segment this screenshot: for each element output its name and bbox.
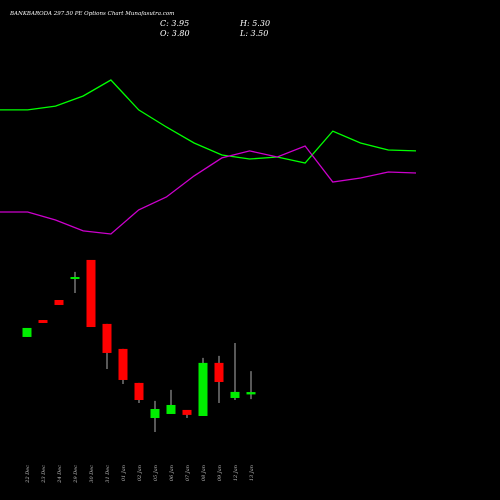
x-tick-label: 06 Jan xyxy=(169,465,175,481)
candle-body xyxy=(166,404,176,414)
candle-body xyxy=(70,277,80,280)
x-tick-label: 02 Jan xyxy=(137,465,143,481)
candle-body xyxy=(38,320,48,323)
high-label: H: 5.30 xyxy=(239,19,270,28)
candle-body xyxy=(230,391,240,398)
x-tick-label: 23 Dec xyxy=(41,465,47,484)
candle-body xyxy=(150,409,160,419)
open-label: O: 3.80 xyxy=(160,29,190,38)
candle-body xyxy=(54,300,64,305)
x-tick-label: 24 Dec xyxy=(57,465,63,484)
candle-body xyxy=(246,392,256,395)
candle-body xyxy=(86,259,96,328)
indicator-line xyxy=(0,79,417,164)
x-tick-label: 01 Jan xyxy=(121,465,127,481)
x-tick-label: 22 Dec xyxy=(25,465,31,484)
candle-body xyxy=(134,382,144,400)
low-label: L: 3.50 xyxy=(239,29,268,38)
candle-body xyxy=(182,409,192,415)
candle-body xyxy=(102,323,112,353)
x-tick-label: 05 Jan xyxy=(153,465,159,481)
indicator-line xyxy=(0,145,417,235)
x-tick-label: 31 Dec xyxy=(105,465,111,483)
x-tick-label: 09 Jan xyxy=(217,465,223,481)
candle-body xyxy=(118,348,128,380)
x-tick-label: 07 Jan xyxy=(185,465,191,481)
candle-body xyxy=(214,362,224,382)
close-label: C: 3.95 xyxy=(160,19,189,28)
x-tick-label: 08 Jan xyxy=(201,465,207,481)
x-tick-label: 29 Dec xyxy=(73,465,79,484)
chart-title: BANKBARODA 297.50 PE Options Chart Munaf… xyxy=(9,11,174,17)
candle-body xyxy=(22,327,32,337)
x-tick-label: 12 Jan xyxy=(233,465,239,481)
x-tick-label: 30 Dec xyxy=(89,465,95,483)
x-tick-label: 13 Jan xyxy=(249,465,255,481)
candle-body xyxy=(198,362,208,416)
